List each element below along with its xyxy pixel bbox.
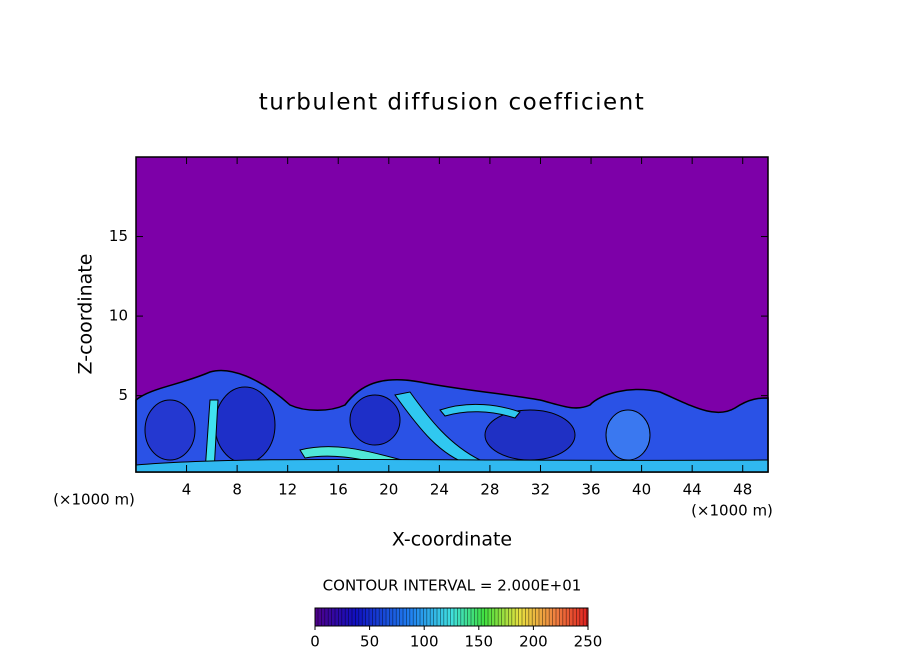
x-tick-label: 8: [232, 481, 242, 499]
x-tick-label: 36: [581, 481, 600, 499]
y-tick-label: 5: [118, 386, 128, 404]
x-tick-label: 48: [733, 481, 752, 499]
x-tick-label: 44: [683, 481, 702, 499]
x-axis-label: X-coordinate: [392, 529, 512, 551]
x-tick-label: 32: [531, 481, 550, 499]
colorbar-tick-label: 250: [574, 633, 603, 651]
streak: [135, 458, 769, 473]
turbulent-layer: [135, 369, 769, 473]
x-tick-label: 4: [182, 481, 192, 499]
eddy: [349, 394, 401, 446]
x-unit-label: (×1000 m): [53, 491, 135, 509]
colorbar-tick-label: 200: [519, 633, 548, 651]
colorbar-tick-label: 50: [360, 633, 379, 651]
y-tick-label: 15: [109, 227, 128, 245]
eddy: [605, 409, 651, 461]
colorbar-stripes: [317, 608, 587, 626]
x-unit-label: (×1000 m): [691, 502, 773, 520]
streak: [439, 403, 521, 419]
colorbar-tick-label: 100: [410, 633, 439, 651]
contour-interval: CONTOUR INTERVAL = 2.000E+01: [323, 577, 582, 595]
x-tick-label: 20: [379, 481, 398, 499]
colorbar-tick-label: 0: [310, 633, 320, 651]
colorbar-tick-label: 150: [464, 633, 493, 651]
x-tick-label: 24: [430, 481, 449, 499]
plot-frame: [135, 156, 769, 473]
colorbar: [314, 607, 589, 627]
x-tick-label: 40: [632, 481, 651, 499]
y-axis-label: Z-coordinate: [75, 254, 97, 375]
eddy: [484, 409, 576, 461]
y-tick-label: 10: [109, 307, 128, 325]
x-tick-label: 12: [278, 481, 297, 499]
eddy: [214, 386, 276, 464]
x-tick-label: 28: [480, 481, 499, 499]
eddy: [144, 399, 196, 461]
chart-title: turbulent diffusion coefficient: [259, 90, 646, 116]
x-tick-label: 16: [329, 481, 348, 499]
